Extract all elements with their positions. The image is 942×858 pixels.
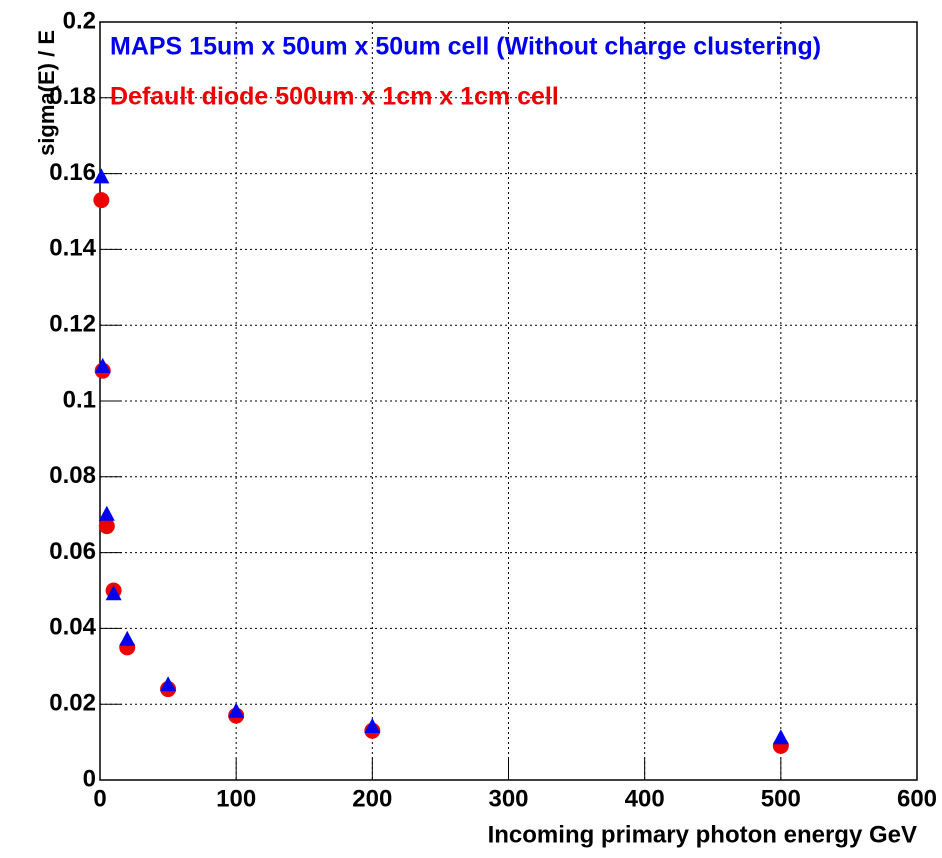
y-tick-label: 0.18	[49, 83, 96, 110]
legend-entry: MAPS 15um x 50um x 50um cell (Without ch…	[110, 33, 821, 61]
x-axis-label: Incoming primary photon energy GeV	[488, 821, 917, 848]
data-point	[160, 676, 177, 692]
plot-frame	[99, 21, 918, 781]
y-tick-label: 0.1	[63, 386, 96, 413]
data-point	[94, 357, 111, 373]
y-tick-label: 0	[83, 765, 96, 792]
x-tick-label: 200	[352, 785, 392, 812]
y-tick-label: 0.02	[49, 690, 96, 717]
y-axis-label: sigma(E) / E	[34, 30, 59, 156]
x-tick-label: 100	[216, 785, 256, 812]
data-point	[93, 192, 110, 209]
x-tick-label: 600	[897, 785, 937, 812]
y-tick-label: 0.06	[49, 538, 96, 565]
x-tick-label: 300	[488, 785, 528, 812]
data-point	[772, 729, 789, 745]
data-point	[98, 518, 115, 535]
y-tick-label: 0.08	[49, 462, 96, 489]
y-tick-label: 0.14	[49, 235, 96, 262]
data-point	[228, 702, 245, 718]
y-tick-label: 0.12	[49, 311, 96, 338]
data-point	[93, 168, 110, 184]
y-tick-label: 0.16	[49, 159, 96, 186]
y-tick-label: 0.04	[49, 614, 96, 641]
legend-entry: Default diode 500um x 1cm x 1cm cell	[110, 83, 559, 111]
x-tick-label: 500	[761, 785, 801, 812]
y-tick-label: 0.2	[63, 7, 96, 34]
x-tick-label: 0	[93, 785, 106, 812]
x-tick-label: 400	[625, 785, 665, 812]
data-point	[119, 630, 136, 646]
data-point	[364, 717, 381, 733]
data-point	[105, 585, 122, 601]
data-point	[98, 505, 115, 521]
